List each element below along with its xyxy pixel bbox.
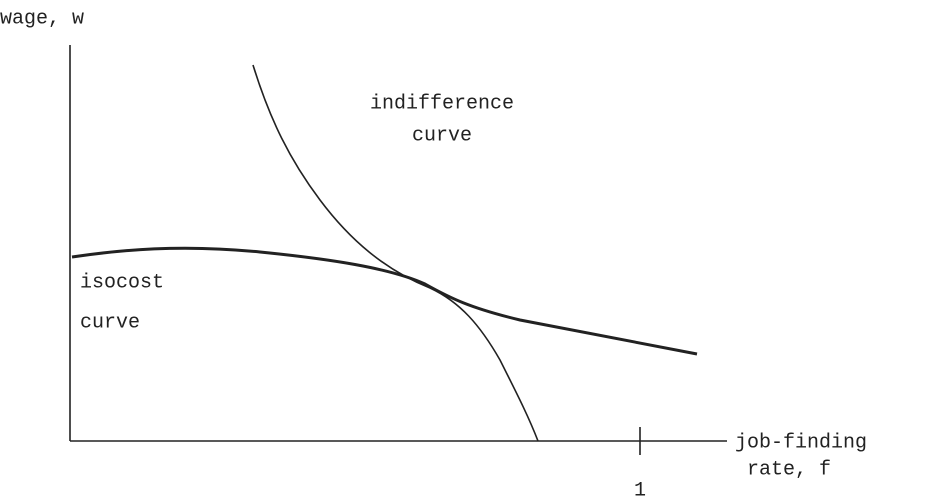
x-tick-label: 1: [634, 479, 646, 502]
y-axis-label: wage, w: [0, 7, 84, 30]
curve-label: indifference: [370, 92, 514, 115]
isocost-curve: [71, 246, 698, 356]
curve-label: curve: [80, 311, 140, 334]
x-axis-label: job-finding: [735, 431, 867, 454]
curve-label: isocost: [80, 271, 164, 294]
curve-label: curve: [412, 124, 472, 147]
indifference-curve: [252, 64, 539, 442]
x-axis-label: rate, f: [747, 458, 831, 481]
